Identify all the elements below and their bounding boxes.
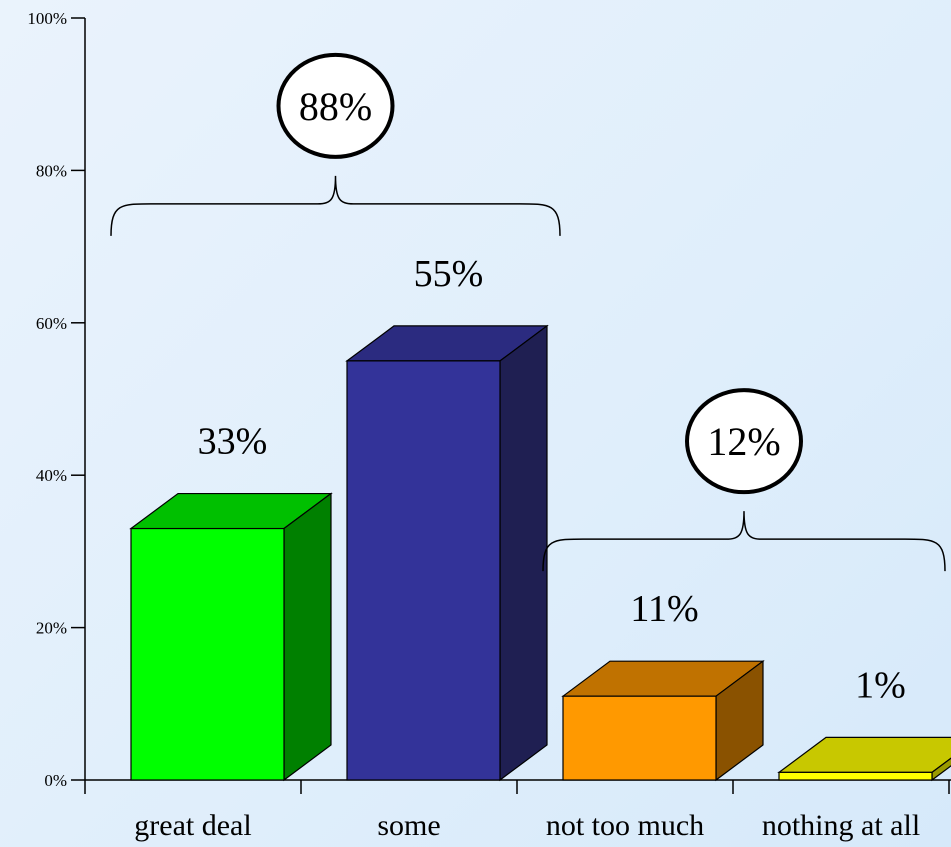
group-annotation: 88% xyxy=(110,52,561,236)
bar-value-label: 11% xyxy=(630,588,698,630)
y-tick-label: 40% xyxy=(36,466,67,485)
group-total-label: 88% xyxy=(299,84,372,129)
x-category-label: some xyxy=(377,809,440,842)
x-ticks: great deal some not too much nothing at all xyxy=(84,780,950,842)
bar-front-face xyxy=(778,771,933,781)
bar-value-label: 33% xyxy=(198,421,268,463)
bar: 55% xyxy=(345,253,549,782)
group-annotation: 12% xyxy=(542,388,946,572)
y-tick-label: 60% xyxy=(36,314,67,333)
group-annotations: 88% 12% xyxy=(110,52,946,572)
bar-front-face xyxy=(562,695,717,781)
bar-value-label: 1% xyxy=(855,664,906,706)
x-category-label: nothing at all xyxy=(762,809,920,842)
x-category-label: not too much xyxy=(546,809,704,842)
y-tick-label: 0% xyxy=(44,771,67,790)
bar-side-face xyxy=(283,492,332,782)
bars: 33% 55% 11% 1% xyxy=(129,253,951,782)
bar-value-label: 55% xyxy=(414,253,484,295)
curly-brace xyxy=(542,511,946,572)
x-category-label: great deal xyxy=(134,809,251,842)
bar: 1% xyxy=(777,664,951,782)
bar-front-face xyxy=(130,527,285,781)
y-ticks: 0% 20% 40% 60% 80% 100% xyxy=(27,9,85,790)
y-tick-label: 100% xyxy=(27,9,67,28)
y-tick-label: 80% xyxy=(36,161,67,180)
total-circle xyxy=(276,52,395,159)
bar-front-face xyxy=(346,360,501,781)
total-circle xyxy=(685,388,803,495)
bar: 33% xyxy=(129,421,333,782)
bar-top-face xyxy=(777,736,951,773)
bar: 11% xyxy=(561,588,765,782)
curly-brace xyxy=(110,175,561,236)
bar-side-face xyxy=(499,324,548,782)
y-tick-label: 20% xyxy=(36,619,67,638)
group-total-label: 12% xyxy=(707,419,780,464)
